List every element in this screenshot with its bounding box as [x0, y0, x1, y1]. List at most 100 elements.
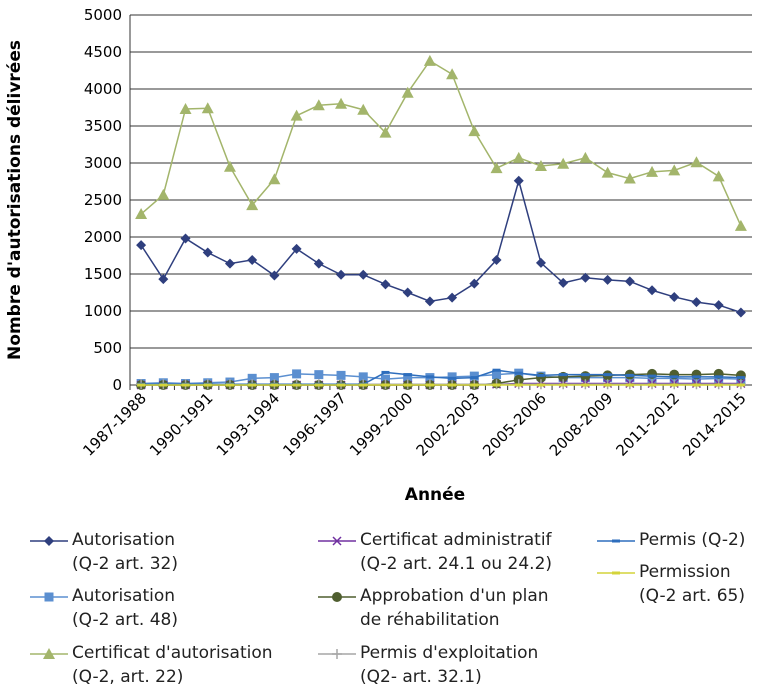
legend-label: Autorisation (Q-2 art. 48) — [72, 586, 178, 630]
marker — [535, 257, 546, 268]
y-tick-label: 5000 — [84, 6, 122, 24]
legend-label: Autorisation (Q-2 art. 32) — [72, 530, 178, 574]
marker — [623, 172, 636, 184]
marker — [379, 126, 392, 138]
marker — [536, 373, 545, 377]
legend-label: Approbation d'un plan de réhabilitation — [360, 586, 549, 630]
marker — [468, 125, 481, 137]
legend-label: Certificat d'autorisation (Q-2, art. 22) — [72, 643, 273, 686]
marker — [692, 375, 701, 379]
marker — [136, 240, 147, 251]
marker — [648, 374, 657, 378]
x-tick-label: 1990-1991 — [146, 389, 217, 460]
marker — [381, 383, 390, 387]
x-tick-label: 2011-2012 — [613, 389, 684, 460]
legend-label: Permis d'exploitation (Q2- art. 32.1) — [360, 643, 539, 686]
series-line — [140, 59, 742, 227]
marker — [423, 54, 436, 66]
x-tick-label: 1996-1997 — [279, 389, 350, 460]
marker — [603, 373, 612, 377]
marker — [559, 383, 568, 387]
marker — [201, 102, 214, 114]
marker — [624, 276, 635, 287]
marker — [646, 165, 659, 177]
marker — [625, 373, 634, 377]
x-tick-label: 2008-2009 — [546, 389, 617, 460]
marker — [470, 383, 479, 387]
marker — [403, 383, 412, 387]
marker — [380, 279, 391, 290]
marker — [403, 373, 413, 383]
legend-icon — [318, 536, 356, 546]
marker — [558, 277, 569, 288]
marker — [290, 109, 303, 121]
x-tick-label: 2005-2006 — [479, 389, 550, 460]
marker — [447, 292, 458, 303]
marker — [692, 383, 701, 387]
y-tick-label: 1000 — [84, 302, 122, 320]
marker — [446, 68, 459, 80]
marker — [137, 383, 146, 387]
marker — [336, 370, 346, 380]
marker — [579, 151, 592, 163]
marker — [291, 243, 302, 254]
y-axis-title: Nombre d'autorisations délivrées — [5, 40, 25, 360]
marker — [735, 307, 746, 318]
marker — [690, 156, 703, 168]
marker — [332, 536, 342, 546]
x-tick-label: 1999-2000 — [346, 389, 417, 460]
marker — [714, 383, 723, 387]
marker — [448, 376, 457, 380]
marker — [425, 375, 434, 379]
legend-icon — [597, 539, 635, 543]
marker — [581, 373, 590, 377]
marker — [713, 300, 724, 311]
marker — [292, 369, 302, 379]
marker — [179, 102, 192, 114]
marker — [223, 160, 236, 172]
legend-icon — [30, 592, 68, 602]
marker — [513, 175, 524, 186]
marker — [335, 97, 348, 109]
marker — [648, 383, 657, 387]
marker — [157, 188, 170, 200]
x-tick-label: 2014-2015 — [679, 389, 750, 460]
marker — [158, 274, 169, 285]
marker — [358, 269, 369, 280]
marker — [44, 592, 54, 602]
y-tick-label: 2000 — [84, 228, 122, 246]
x-tick-label: 1987-1988 — [79, 389, 150, 460]
marker — [269, 270, 280, 281]
marker — [668, 164, 681, 176]
legend-label: Permission (Q-2 art. 65) — [639, 562, 745, 606]
marker — [135, 208, 148, 220]
marker — [402, 287, 413, 298]
marker — [490, 162, 503, 174]
marker — [181, 383, 190, 387]
marker — [448, 383, 457, 387]
marker — [469, 278, 480, 289]
legend-label: Certificat administratif (Q-2 art. 24.1 … — [360, 530, 553, 574]
legend-icon — [30, 536, 68, 546]
series-line — [140, 177, 742, 314]
marker — [401, 86, 414, 98]
marker — [670, 383, 679, 387]
marker — [581, 383, 590, 387]
marker — [514, 383, 523, 387]
marker — [580, 272, 591, 283]
marker — [536, 383, 545, 387]
marker — [736, 376, 745, 380]
y-tick-label: 2500 — [84, 191, 122, 209]
marker — [332, 649, 342, 659]
marker — [314, 370, 324, 380]
marker — [612, 539, 620, 543]
marker — [180, 233, 191, 244]
marker — [403, 373, 412, 377]
marker — [44, 536, 54, 546]
marker — [202, 247, 213, 258]
marker — [492, 368, 501, 372]
x-axis-title: Année — [405, 485, 465, 505]
marker — [625, 383, 634, 387]
y-tick-label: 1500 — [84, 265, 122, 283]
